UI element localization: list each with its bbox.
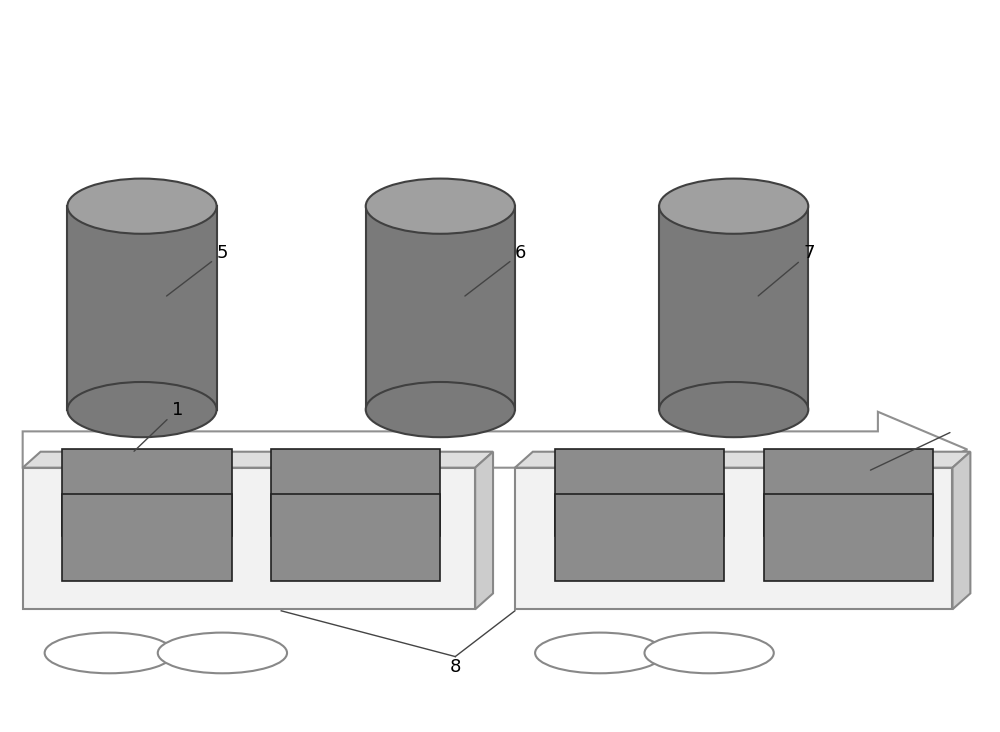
Ellipse shape <box>366 179 515 234</box>
Ellipse shape <box>644 632 774 673</box>
Bar <box>555 494 724 581</box>
FancyBboxPatch shape <box>67 206 217 410</box>
Ellipse shape <box>158 632 287 673</box>
Text: 5: 5 <box>167 244 228 296</box>
Ellipse shape <box>67 179 217 234</box>
Ellipse shape <box>535 632 664 673</box>
Polygon shape <box>952 452 970 609</box>
Bar <box>515 468 952 609</box>
Text: 6: 6 <box>465 244 526 296</box>
Polygon shape <box>23 452 493 468</box>
FancyBboxPatch shape <box>659 206 808 410</box>
Bar <box>271 449 440 536</box>
Bar <box>764 494 933 581</box>
Polygon shape <box>23 412 967 488</box>
Bar <box>62 449 232 536</box>
Bar <box>271 494 440 581</box>
Text: 7: 7 <box>758 244 815 296</box>
Ellipse shape <box>366 382 515 437</box>
Ellipse shape <box>45 632 174 673</box>
Ellipse shape <box>659 382 808 437</box>
Ellipse shape <box>67 382 217 437</box>
Bar <box>62 494 232 581</box>
Bar <box>764 449 933 536</box>
Bar <box>555 449 724 536</box>
Polygon shape <box>475 452 493 609</box>
Text: 1: 1 <box>134 400 183 451</box>
Ellipse shape <box>659 179 808 234</box>
Text: 8: 8 <box>450 659 461 676</box>
Bar <box>23 468 475 609</box>
Polygon shape <box>515 452 970 468</box>
FancyBboxPatch shape <box>366 206 515 410</box>
